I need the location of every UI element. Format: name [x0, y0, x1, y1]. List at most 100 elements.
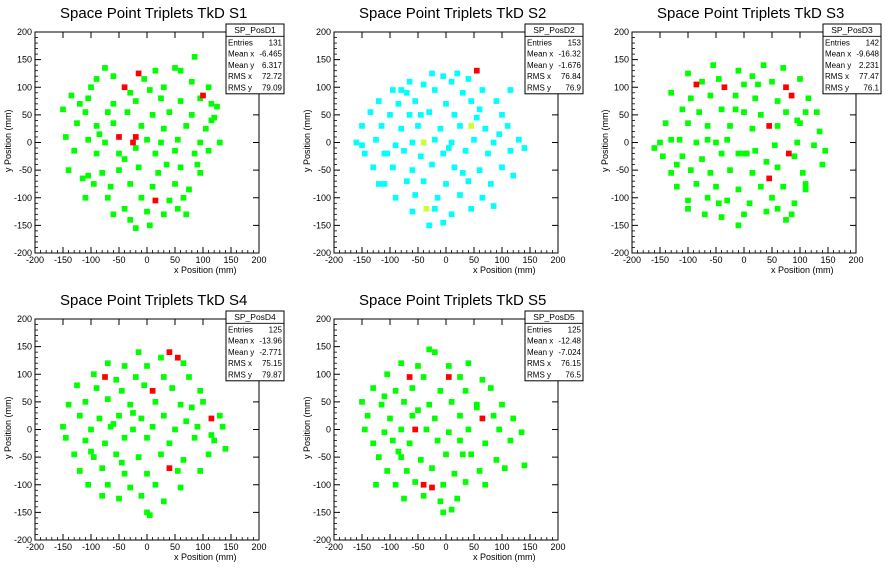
data-bin	[124, 109, 131, 115]
data-bin	[749, 125, 756, 132]
data-bin	[102, 440, 108, 447]
y-axis-label: y Position (mm)	[3, 396, 13, 459]
data-bin	[707, 92, 714, 99]
data-bin	[673, 183, 680, 190]
data-bin	[448, 139, 455, 146]
data-bin	[482, 125, 489, 132]
data-bin	[816, 128, 823, 135]
data-bin	[160, 498, 167, 505]
data-bin	[811, 142, 817, 149]
data-bin	[749, 73, 756, 80]
y-tick-label: -200	[611, 248, 629, 258]
data-bin	[392, 194, 399, 201]
data-bin	[74, 120, 80, 127]
data-bin	[445, 363, 452, 369]
data-bin	[82, 194, 89, 201]
data-bin	[457, 192, 463, 198]
data-bin	[110, 421, 117, 427]
data-bin	[805, 95, 812, 102]
chart-title: Space Point Triplets TkD S5	[359, 292, 546, 309]
y-tick-label: 0	[624, 138, 629, 148]
x-tick-label: -200	[325, 542, 343, 552]
data-bin	[102, 65, 108, 71]
data-bin	[802, 109, 809, 115]
stats-name: SP_PosD2	[533, 25, 575, 35]
data-bin	[211, 437, 218, 444]
data-bin	[216, 139, 223, 146]
data-bin	[146, 512, 153, 518]
data-bin-highlight	[130, 139, 136, 146]
data-bin	[401, 147, 407, 154]
data-bin	[141, 76, 148, 82]
data-bin	[457, 412, 463, 419]
data-bin	[791, 153, 798, 160]
data-bin	[85, 136, 92, 143]
y-tick-label: -150	[611, 220, 629, 230]
data-bin	[85, 95, 92, 102]
data-bin	[208, 432, 215, 438]
data-bin	[158, 95, 164, 102]
stats-label: Entries	[228, 38, 253, 47]
data-bin	[685, 120, 691, 127]
data-bin	[370, 385, 377, 391]
data-bin	[183, 418, 190, 425]
data-bin	[364, 412, 371, 419]
data-bin	[687, 167, 694, 173]
data-bin	[426, 346, 433, 353]
data-bin-highlight	[121, 84, 128, 91]
data-bin	[699, 78, 705, 85]
x-tick-label: 50	[170, 542, 180, 552]
data-bin	[398, 360, 405, 367]
data-bin	[121, 434, 128, 441]
data-bin	[783, 217, 789, 223]
stats-value: 131	[269, 38, 283, 47]
data-bin	[160, 412, 167, 419]
x-tick-label: -50	[112, 542, 125, 552]
y-tick-label: -100	[611, 193, 629, 203]
data-bin	[518, 429, 525, 436]
data-bin-highlight	[166, 465, 173, 472]
data-bin	[188, 78, 195, 85]
stats-label: RMS x	[527, 72, 551, 81]
data-bin	[749, 170, 756, 176]
data-bin	[378, 123, 385, 129]
data-bin-highlight	[149, 387, 156, 394]
data-bin	[127, 217, 134, 223]
data-bin	[412, 479, 419, 485]
y-tick-label: 150	[17, 55, 32, 65]
data-bin	[116, 412, 122, 419]
data-bin	[445, 145, 452, 151]
x-tick-label: 0	[144, 542, 149, 552]
data-bin	[501, 465, 508, 472]
data-bin	[499, 401, 505, 408]
data-bin	[493, 98, 500, 104]
data-bin	[144, 470, 150, 477]
data-bin	[774, 98, 781, 104]
data-bin-highlight	[693, 81, 700, 88]
data-bin-highlight	[132, 134, 139, 140]
data-bin	[138, 123, 145, 129]
data-bin	[769, 194, 775, 201]
data-bin	[409, 385, 416, 391]
x-tick-label: 0	[443, 255, 448, 265]
data-bin	[727, 167, 733, 173]
y-tick-label: 100	[17, 369, 32, 379]
data-bin	[62, 434, 69, 441]
data-bin	[186, 186, 192, 193]
data-bin	[398, 454, 405, 460]
data-bin	[104, 109, 111, 115]
stats-value: -13.96	[259, 337, 282, 346]
data-bin	[757, 183, 764, 190]
data-bin	[735, 150, 742, 157]
y-tick-label: -100	[313, 480, 331, 490]
stats-label: Mean x	[228, 337, 254, 346]
stats-label: Mean x	[228, 50, 254, 59]
x-tick-label: 50	[170, 255, 180, 265]
stats-value: 142	[866, 38, 880, 47]
data-bin	[191, 54, 198, 60]
data-bin-highlight	[420, 481, 427, 488]
data-bin	[375, 181, 382, 187]
data-bin	[415, 123, 421, 129]
data-bin	[743, 150, 750, 157]
data-bin-highlight	[479, 415, 486, 422]
